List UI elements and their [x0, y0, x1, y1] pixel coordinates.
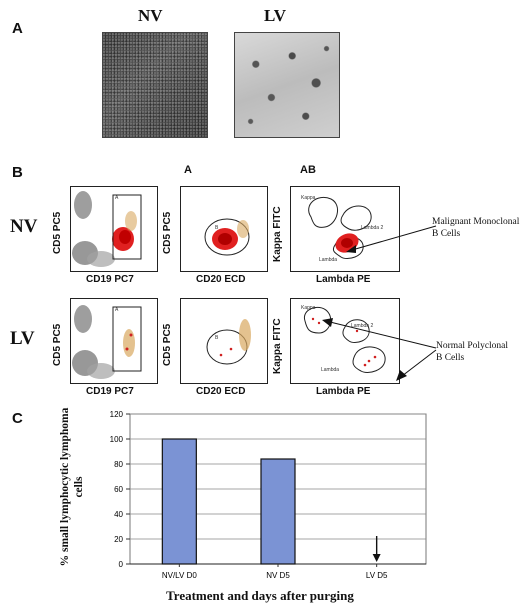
annotation-malignant: Malignant Monoclonal B Cells: [432, 217, 520, 239]
y-tick-label: 0: [119, 560, 124, 569]
x-tick-label: NV D5: [266, 571, 290, 580]
y-tick-label: 100: [110, 435, 124, 444]
row-lv-label: LV: [10, 328, 35, 349]
lv-gate-kappa-label: Kappa: [301, 305, 316, 311]
lv-kappa-lambda-scatter: [303, 306, 386, 373]
bar: [260, 458, 296, 565]
lv-gate-a-label: A: [115, 307, 119, 313]
nv-label: NV: [138, 6, 163, 25]
annotation-normal: Normal Polyclonal B Cells: [436, 341, 509, 363]
panel-b-letter: B: [12, 164, 23, 181]
panel-a-letter: A: [12, 20, 23, 37]
normal-arrows-icon: [322, 318, 437, 381]
column-a-label: A: [184, 164, 192, 176]
nv-gate-b-label: B: [215, 225, 219, 231]
x-tick-label: LV D5: [366, 571, 388, 580]
row-nv-label: NV: [10, 216, 38, 237]
y-tick-label: 120: [110, 410, 124, 419]
lv-plot2-xlabel: CD20 ECD: [196, 386, 246, 397]
lv-kappa-lambda-plot: Kappa Lambda 2 Lambda: [290, 298, 400, 384]
y-tick-label: 20: [114, 535, 123, 544]
bar: [161, 438, 197, 565]
lv-gate-lambda-label: Lambda: [321, 367, 340, 373]
lv-gate-b-label: B: [215, 335, 219, 341]
nv-micrograph: [102, 32, 208, 138]
lv-cd20-scatter: [206, 319, 251, 365]
lv-plot3-xlabel: Lambda PE: [316, 386, 371, 397]
nv-cd20-plot: B: [180, 186, 268, 272]
nv-cd19-scatter: [72, 191, 142, 267]
nv-plot1-xlabel: CD19 PC7: [86, 274, 134, 285]
malignant-arrow-icon: [346, 225, 437, 253]
nv-cd20-scatter: [204, 218, 250, 256]
nv-plot2-xlabel: CD20 ECD: [196, 274, 246, 285]
column-ab-label: AB: [300, 164, 316, 176]
chart-xlabel: Treatment and days after purging: [166, 588, 354, 603]
x-tick-label: NV/LV D0: [162, 571, 198, 580]
lv-micrograph: [234, 32, 340, 138]
panel-c-letter: C: [12, 410, 23, 427]
y-tick-label: 40: [114, 510, 123, 519]
y-tick-label: 60: [114, 485, 123, 494]
lv-cd19-plot: A: [70, 298, 158, 384]
lv-gate-lambda2-label: Lambda 2: [351, 323, 374, 329]
lv-plot1-xlabel: CD19 PC7: [86, 386, 134, 397]
nv-gate-a-label: A: [115, 195, 119, 201]
nv-cd19-plot: A: [70, 186, 158, 272]
nv-gate-kappa-label: Kappa: [301, 195, 316, 201]
nv-gate-lambda2-label: Lambda 2: [361, 225, 384, 231]
lv-cd19-scatter: [72, 305, 142, 379]
nv-plot3-xlabel: Lambda PE: [316, 274, 371, 285]
lv-d5-arrowhead-icon: [372, 554, 381, 562]
y-tick-label: 80: [114, 460, 123, 469]
nv-gate-lambda-label: Lambda: [319, 257, 338, 263]
nv-kappa-lambda-plot: Kappa Lambda 2 Lambda: [290, 186, 400, 272]
lv-cd20-plot: B: [180, 298, 268, 384]
lv-label: LV: [264, 6, 287, 25]
